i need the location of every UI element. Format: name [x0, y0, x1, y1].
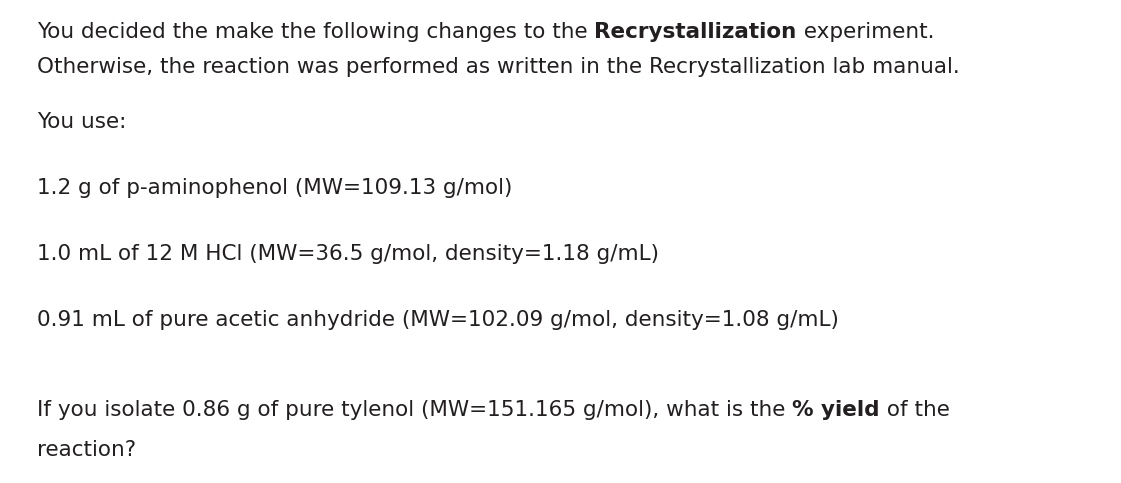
- Text: 1.2 g of p-aminophenol (MW=109.13 g/mol): 1.2 g of p-aminophenol (MW=109.13 g/mol): [37, 178, 512, 198]
- Text: 1.0 mL of 12 M HCl (MW=36.5 g/mol, density=1.18 g/mL): 1.0 mL of 12 M HCl (MW=36.5 g/mol, densi…: [37, 244, 659, 264]
- Text: 0.91 mL of pure acetic anhydride (MW=102.09 g/mol, density=1.08 g/mL): 0.91 mL of pure acetic anhydride (MW=102…: [37, 310, 839, 330]
- Text: You use:: You use:: [37, 112, 127, 132]
- Text: % yield: % yield: [793, 400, 880, 420]
- Text: You decided the make the following changes to the: You decided the make the following chang…: [37, 22, 594, 42]
- Text: of the: of the: [880, 400, 949, 420]
- Text: reaction?: reaction?: [37, 440, 136, 460]
- Text: Otherwise, the reaction was performed as written in the Recrystallization lab ma: Otherwise, the reaction was performed as…: [37, 57, 960, 77]
- Text: If you isolate 0.86 g of pure tylenol (MW=151.165 g/mol), what is the: If you isolate 0.86 g of pure tylenol (M…: [37, 400, 793, 420]
- Text: experiment.: experiment.: [797, 22, 934, 42]
- Text: Recrystallization: Recrystallization: [594, 22, 797, 42]
